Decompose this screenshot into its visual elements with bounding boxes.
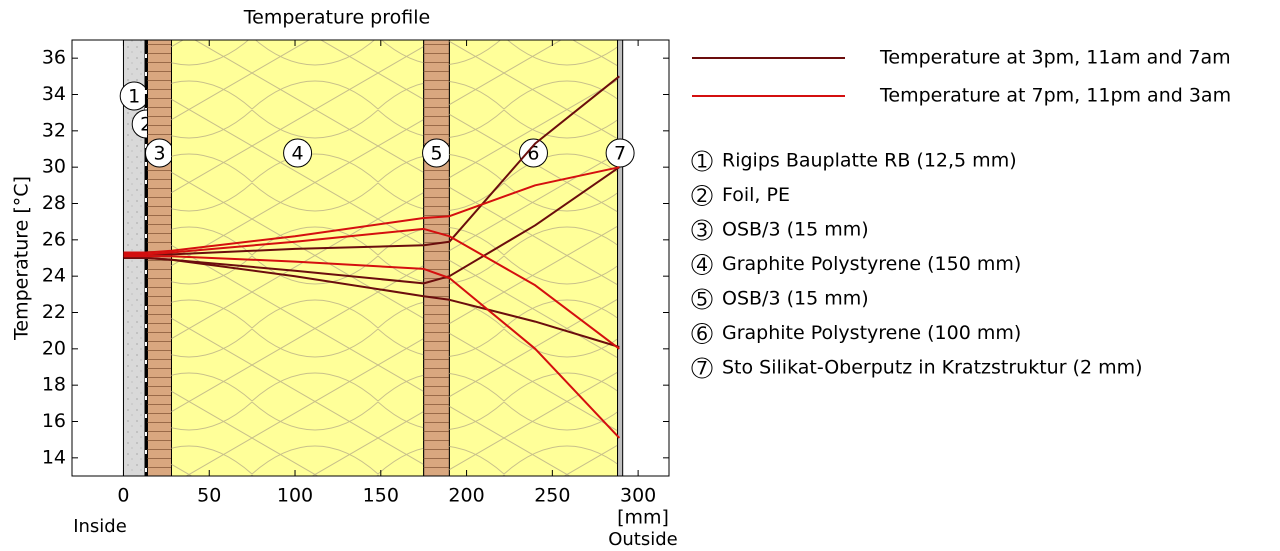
x-tick-label: 250	[534, 485, 570, 507]
y-tick-label: 28	[42, 192, 66, 214]
temperature-curve	[123, 255, 621, 439]
legend-marker-label: 7	[696, 358, 708, 380]
curves	[123, 75, 621, 439]
y-tick-label: 34	[42, 83, 66, 105]
legend-marker	[691, 219, 713, 241]
temperature-curve	[123, 227, 620, 350]
legend-marker-label: 5	[696, 289, 708, 311]
y-tick-label: 22	[42, 301, 66, 323]
y-tick-label: 20	[42, 337, 66, 359]
legend-marker	[691, 288, 713, 310]
y-tick-label: 18	[42, 374, 66, 396]
legend-marker	[691, 254, 713, 275]
x-tick-label: 100	[277, 485, 313, 507]
layer-marker	[283, 138, 313, 168]
chart-title: Temperature profile	[243, 7, 430, 29]
legend-marker	[691, 150, 713, 172]
legend-marker	[691, 323, 713, 344]
legend-label: Sto Silikat-Oberputz in Kratzstruktur (2…	[722, 357, 1143, 379]
legend-marker-label: 6	[696, 323, 708, 345]
layer-marker-label: 7	[614, 143, 626, 165]
legend-label: Rigips Bauplatte RB (12,5 mm)	[722, 150, 1017, 172]
x-tick-label: 200	[448, 485, 484, 507]
legend: 1 Rigips Bauplatte RB (12,5 mm) 2 Foil, PE 3…	[691, 47, 1231, 380]
legend-label: Graphite Polystyrene (100 mm)	[722, 322, 1021, 344]
legend-label: OSB/3 (15 mm)	[722, 288, 869, 310]
x-tick-label: 0	[117, 485, 129, 507]
outside-label: Outside	[608, 529, 678, 550]
y-tick-label: 16	[42, 410, 66, 432]
layer-hatch	[449, 40, 618, 476]
x-axis-label: [mm]	[617, 507, 669, 529]
y-tick-label: 30	[42, 156, 66, 178]
legend-label: OSB/3 (15 mm)	[722, 219, 869, 241]
legend-marker-label: 4	[696, 254, 708, 276]
inside-label: Inside	[73, 516, 127, 537]
layer-marker	[605, 138, 635, 168]
layer	[617, 39, 624, 477]
y-axis-label: Temperature [°C]	[11, 176, 33, 341]
temperature-curve	[123, 166, 620, 254]
plot-frame	[71, 39, 670, 477]
temperature-curve	[123, 257, 620, 348]
layer-marker-label: 1	[128, 86, 140, 108]
y-tick-label: 32	[42, 119, 66, 141]
x-tick-label: 300	[620, 485, 656, 507]
layer-marker-label: 5	[431, 143, 443, 165]
x-tick-label: 50	[197, 485, 221, 507]
legend-marker-label: 2	[696, 185, 708, 207]
y-tick-label: 24	[42, 265, 66, 287]
legend-label: Graphite Polystyrene (150 mm)	[722, 253, 1021, 275]
legend-marker-label: 3	[696, 220, 708, 242]
y-tick-label: 36	[42, 47, 66, 69]
y-tick-label: 26	[42, 228, 66, 250]
legend-marker	[691, 185, 713, 206]
x-tick-label: 150	[363, 485, 399, 507]
legend-label: Temperature at 7pm, 11pm and 3am	[879, 85, 1231, 107]
legend-marker-label: 1	[696, 151, 708, 173]
legend-label: Foil, PE	[722, 184, 790, 206]
layer-marker-label: 3	[153, 143, 165, 165]
y-tick-label: 14	[42, 446, 66, 468]
layer-hatch	[423, 40, 450, 476]
layer-marker-label: 4	[292, 143, 304, 165]
layer-marker	[518, 138, 548, 168]
legend-marker	[691, 357, 713, 379]
legend-label: Temperature at 3pm, 11am and 7am	[879, 47, 1231, 69]
